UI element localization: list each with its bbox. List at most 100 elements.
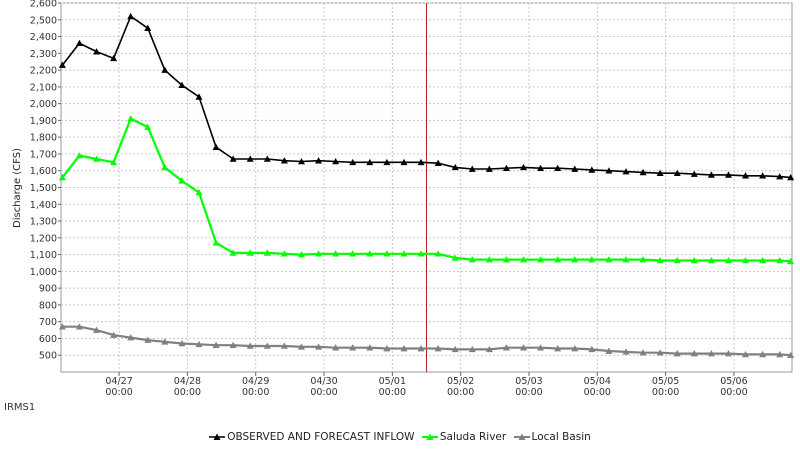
data-point-marker [520, 344, 528, 351]
data-point-marker [161, 338, 169, 345]
y-tick-label: 2,300 [30, 49, 57, 60]
data-point-marker [212, 341, 220, 348]
x-tick-time-label: 00:00 [515, 387, 542, 398]
data-point-marker [656, 256, 664, 264]
data-point-marker [297, 158, 305, 165]
x-tick-date-label: 04/30 [310, 376, 337, 387]
data-point-marker [178, 177, 186, 184]
data-point-marker [212, 143, 220, 151]
data-point-marker [110, 54, 118, 62]
data-point-marker [349, 158, 357, 166]
data-point-marker [127, 334, 135, 341]
x-tick-date-label: 05/04 [584, 376, 611, 387]
y-tick-label: 1,900 [30, 116, 57, 127]
data-point-marker [161, 66, 169, 73]
y-tick-label: 600 [39, 334, 57, 345]
data-point-marker [93, 326, 101, 333]
x-axis: 04/2700:0004/2800:0004/2900:0004/3000:00… [105, 372, 748, 398]
x-tick-date-label: 05/02 [447, 376, 474, 387]
y-tick-label: 1,200 [30, 233, 57, 244]
series-line [62, 325, 791, 357]
data-point-marker [673, 350, 681, 357]
x-tick-date-label: 05/05 [652, 376, 679, 387]
y-tick-label: 2,400 [30, 32, 57, 43]
data-point-marker [246, 249, 254, 256]
data-point-marker [263, 249, 271, 256]
data-point-marker [485, 256, 493, 263]
y-tick-label: 2,200 [30, 66, 57, 77]
legend-label-local-basin: Local Basin [531, 431, 591, 443]
y-axis: 500 600 700 800 900 1,000 1,100 1,200 1,300 1,400… [30, 0, 61, 362]
y-tick-label: 1,600 [30, 166, 57, 177]
data-point-marker [58, 61, 66, 68]
y-tick-label: 700 [39, 317, 57, 328]
y-tick-label: 2,500 [30, 15, 57, 26]
data-point-marker [707, 256, 715, 264]
data-point-marker [417, 158, 425, 166]
data-point-marker [690, 350, 698, 357]
data-point-marker [400, 345, 408, 352]
data-point-marker [724, 171, 732, 178]
x-tick-date-label: 05/01 [379, 376, 406, 387]
x-tick-date-label: 04/28 [174, 376, 201, 387]
data-point-marker [468, 345, 476, 353]
data-point-marker [229, 249, 237, 256]
x-tick-time-label: 00:00 [720, 387, 747, 398]
data-point-marker [690, 256, 698, 264]
legend-item-inflow: OBSERVED AND FORECAST INFLOW [209, 431, 415, 443]
data-point-marker [622, 168, 630, 175]
series-lines [58, 12, 795, 359]
y-tick-label: 2,600 [30, 0, 57, 10]
data-point-marker [742, 350, 750, 358]
y-tick-label: 800 [39, 300, 57, 311]
data-point-marker [75, 152, 83, 159]
data-point-marker [246, 155, 254, 162]
data-point-marker [212, 239, 220, 246]
data-point-marker [127, 12, 135, 20]
data-point-marker [656, 349, 664, 356]
data-point-marker [144, 336, 152, 343]
data-point-marker [502, 256, 510, 263]
x-tick-time-label: 00:00 [584, 387, 611, 398]
data-point-marker [75, 39, 83, 47]
data-point-marker [161, 163, 169, 171]
data-point-marker [451, 254, 459, 261]
data-point-marker [229, 155, 237, 162]
data-point-marker [742, 256, 750, 264]
data-point-marker [366, 158, 374, 166]
data-point-marker [707, 171, 715, 178]
legend-item-saluda: Saluda River [421, 431, 506, 443]
data-point-marker [110, 158, 118, 166]
data-point-marker [690, 170, 698, 177]
x-tick-date-label: 05/03 [515, 376, 542, 387]
data-point-marker [554, 164, 562, 172]
data-point-marker [349, 250, 357, 257]
y-tick-label: 2,000 [30, 99, 57, 110]
legend-label-inflow: OBSERVED AND FORECAST INFLOW [227, 431, 415, 443]
data-point-marker [178, 339, 186, 347]
data-point-marker [417, 250, 425, 257]
data-point-marker [383, 158, 391, 166]
triangle-marker-icon [421, 433, 438, 440]
data-point-marker [280, 342, 288, 349]
x-tick-time-label: 00:00 [242, 387, 269, 398]
data-point-marker [776, 256, 784, 264]
y-tick-label: 900 [39, 284, 57, 295]
data-point-marker [246, 342, 254, 349]
data-point-marker [434, 345, 442, 352]
data-point-marker [332, 158, 340, 165]
data-point-marker [588, 345, 596, 353]
data-point-marker [195, 189, 203, 196]
data-point-marker [759, 172, 767, 179]
data-point-marker [502, 344, 510, 351]
x-tick-date-label: 04/29 [242, 376, 269, 387]
data-point-marker [639, 168, 647, 176]
data-point-marker [776, 350, 784, 358]
data-point-marker [451, 163, 459, 171]
y-tick-label: 1,500 [30, 183, 57, 194]
data-point-marker [434, 159, 442, 166]
data-point-marker [485, 345, 493, 353]
data-point-marker [571, 345, 579, 352]
data-point-marker [673, 169, 681, 177]
